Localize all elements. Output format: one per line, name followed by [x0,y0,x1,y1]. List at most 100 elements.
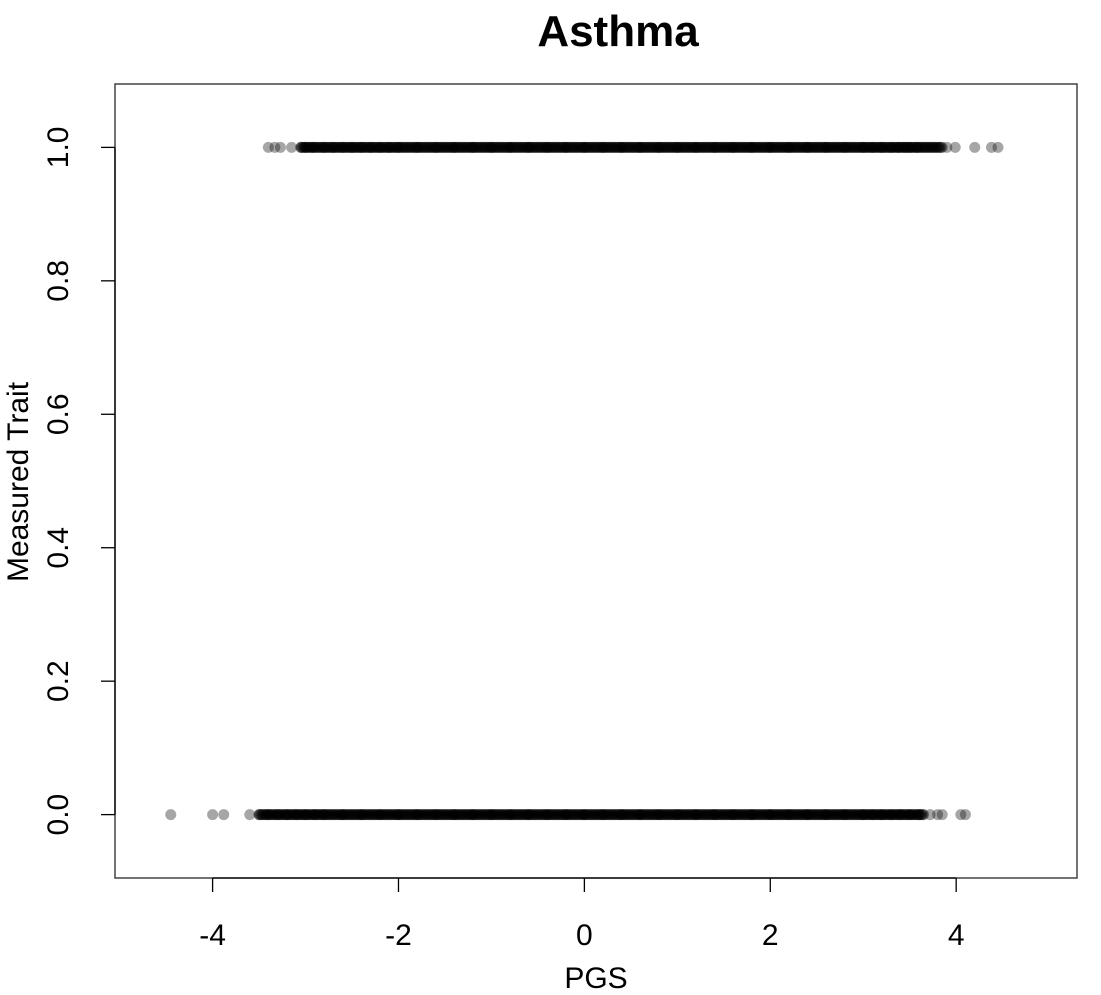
data-point [402,141,414,153]
data-point [823,809,835,821]
data-point [821,809,833,821]
data-point [776,809,788,821]
data-point [433,141,445,153]
data-point [547,141,559,153]
data-point [985,141,997,153]
data-point [588,809,600,821]
data-point [336,809,348,821]
data-point [810,141,822,153]
data-point [372,141,384,153]
data-point [885,809,897,821]
data-point [774,141,786,153]
data-point [674,141,686,153]
data-point [433,809,445,821]
data-point [751,141,763,153]
data-point [725,141,737,153]
data-point [847,141,859,153]
data-point [733,809,745,821]
data-point [894,809,906,821]
data-point [272,809,284,821]
data-point [711,809,723,821]
data-point [387,141,399,153]
data-point [801,141,813,153]
data-point [744,141,756,153]
data-point [916,141,928,153]
data-point [802,141,814,153]
data-point [611,141,623,153]
data-point [641,809,653,821]
data-point [609,141,621,153]
data-point [959,809,971,821]
data-point [688,809,700,821]
data-point [899,141,911,153]
data-point [908,809,920,821]
data-point [840,141,852,153]
data-point [705,141,717,153]
data-point [855,141,867,153]
data-point [528,141,540,153]
data-point [537,809,549,821]
data-point [624,141,636,153]
data-point [775,809,787,821]
data-point [510,141,522,153]
data-point [384,141,396,153]
data-point [838,809,850,821]
x-axis-label: PGS [564,962,627,995]
data-point [617,809,629,821]
data-point [538,141,550,153]
data-point [515,141,527,153]
data-point [646,141,658,153]
data-point [864,141,876,153]
data-point [603,809,615,821]
data-point [307,141,319,153]
data-point [472,141,484,153]
data-point [573,141,585,153]
data-point [648,809,660,821]
data-point [341,809,353,821]
data-point [309,809,321,821]
data-point [737,809,749,821]
data-point [604,809,616,821]
data-point [931,141,943,153]
data-point [362,141,374,153]
data-point [815,809,827,821]
data-point [645,809,657,821]
data-point [298,141,310,153]
data-point [769,141,781,153]
data-point [319,141,331,153]
data-point [814,141,826,153]
data-point [810,809,822,821]
data-point [498,809,510,821]
data-point [813,809,825,821]
data-point [702,141,714,153]
data-point [329,809,341,821]
data-point [932,141,944,153]
data-point [778,141,790,153]
data-point [774,809,786,821]
data-point [413,809,425,821]
data-point [736,809,748,821]
data-point [714,809,726,821]
data-point [383,141,395,153]
data-point [789,141,801,153]
data-point [707,809,719,821]
data-point [393,141,405,153]
data-point [607,141,619,153]
data-point [385,141,397,153]
data-point [739,809,751,821]
data-point [616,809,628,821]
data-point [475,809,487,821]
data-point [878,809,890,821]
data-point [949,141,961,153]
data-point [691,809,703,821]
data-point [730,141,742,153]
data-point [884,141,896,153]
data-point [271,809,283,821]
data-point [466,809,478,821]
data-point [816,809,828,821]
data-point [752,141,764,153]
data-point [932,809,944,821]
data-point [420,141,432,153]
data-point [317,809,329,821]
